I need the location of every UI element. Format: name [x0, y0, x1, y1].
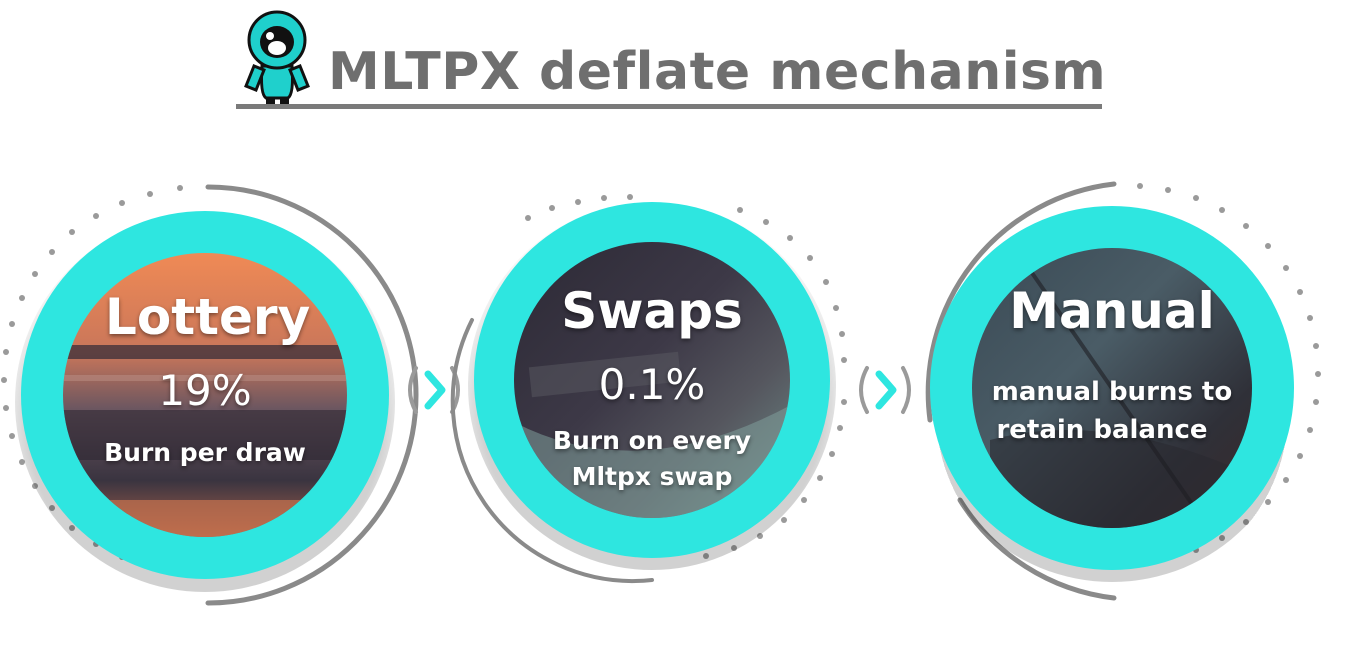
- lottery-caption: Burn per draw: [104, 438, 306, 467]
- chevron-right-icon: [859, 366, 911, 414]
- astronaut-mascot-icon: [244, 10, 310, 104]
- manual-caption-line2: retain balance: [996, 415, 1208, 445]
- node-manual-graphic: [924, 181, 1321, 601]
- manual-heading: Manual: [1009, 282, 1215, 340]
- node-swaps-graphic: [450, 194, 847, 584]
- lottery-value: 19%: [158, 366, 252, 415]
- page-title: MLTPX deflate mechanism: [328, 42, 1107, 102]
- lottery-heading: Lottery: [105, 288, 311, 346]
- title-underline: [236, 104, 1102, 109]
- manual-caption-line1: manual burns to: [991, 377, 1233, 407]
- swaps-value: 0.1%: [598, 360, 706, 409]
- node-manual: Manual manual burns to retain balance: [900, 170, 1340, 610]
- node-lottery: Lottery 19% Burn per draw: [0, 170, 440, 610]
- node-swaps: Swaps 0.1% Burn on every Mltpx swap: [440, 170, 880, 610]
- swaps-caption-line1: Burn on every: [552, 426, 752, 455]
- swaps-caption-line2: Mltpx swap: [571, 462, 733, 491]
- node-lottery-graphic: [1, 184, 419, 606]
- header: MLTPX deflate mechanism: [236, 8, 1106, 109]
- swaps-heading: Swaps: [561, 282, 743, 340]
